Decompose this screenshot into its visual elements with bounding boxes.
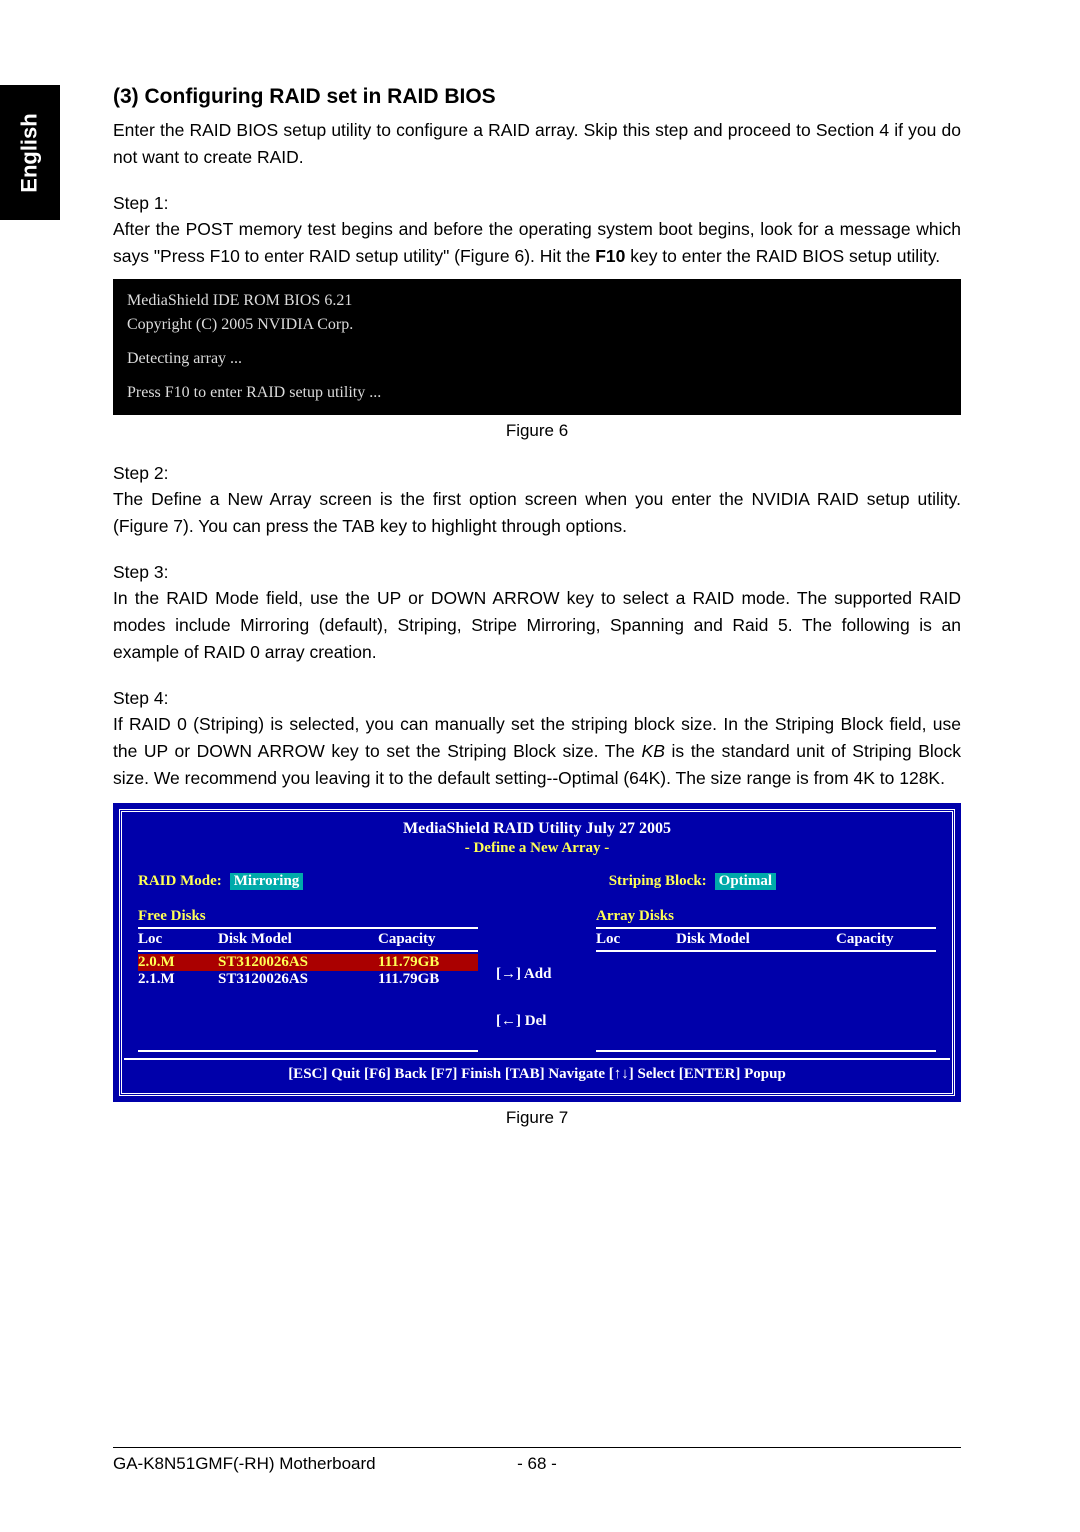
step1-text: After the POST memory test begins and be… [113, 216, 961, 270]
col-model: Disk Model [218, 931, 378, 948]
step4-label: Step 4: [113, 688, 961, 709]
bios-line: Press F10 to enter RAID setup utility ..… [127, 381, 947, 405]
striping-block-value: Optimal [715, 873, 776, 890]
add-del-actions: [→] Add [←] Del [478, 908, 596, 1052]
raid-mode-label: RAID Mode: [138, 873, 222, 890]
raid-subtitle: - Define a New Array - [124, 840, 950, 863]
figure6-caption: Figure 6 [113, 421, 961, 441]
array-disks-title: Array Disks [596, 908, 936, 925]
page-footer: GA-K8N51GMF(-RH) Motherboard - 68 - [113, 1447, 961, 1474]
raid-utility-screen: MediaShield RAID Utility July 27 2005 - … [113, 803, 961, 1102]
free-disks-title: Free Disks [138, 908, 478, 925]
footer-page-number: - 68 - [497, 1454, 577, 1474]
step4-text: If RAID 0 (Striping) is selected, you ca… [113, 711, 961, 792]
step1-text-b: key to enter the RAID BIOS setup utility… [625, 246, 940, 266]
array-disks-panel: Array Disks Loc Disk Model Capacity [596, 908, 936, 1052]
col-cap: Capacity [836, 931, 936, 948]
figure7-caption: Figure 7 [113, 1108, 961, 1128]
col-loc: Loc [596, 931, 676, 948]
step3-label: Step 3: [113, 562, 961, 583]
raid-mode-field[interactable]: RAID Mode: Mirroring [138, 873, 303, 890]
raid-mode-value: Mirroring [230, 873, 304, 890]
raid-footer-keys: [ESC] Quit [F6] Back [F7] Finish [TAB] N… [124, 1058, 950, 1091]
step2-label: Step 2: [113, 463, 961, 484]
bios-line: MediaShield IDE ROM BIOS 6.21 [127, 289, 947, 313]
section-intro: Enter the RAID BIOS setup utility to con… [113, 117, 961, 171]
section-title: (3) Configuring RAID set in RAID BIOS [113, 85, 961, 109]
bios-line: Detecting array ... [127, 347, 947, 371]
language-tab-label: English [17, 113, 43, 192]
add-action[interactable]: [→] Add [496, 966, 596, 983]
page-content: (3) Configuring RAID set in RAID BIOS En… [113, 85, 961, 1128]
step2-text: The Define a New Array screen is the fir… [113, 486, 961, 540]
striping-block-label: Striping Block: [609, 873, 707, 890]
disk-row[interactable]: 2.1.MST3120026AS111.79GB [138, 971, 478, 988]
disk-row[interactable]: 2.0.MST3120026AS111.79GB [138, 954, 478, 971]
free-disks-panel: Free Disks Loc Disk Model Capacity 2.0.M… [138, 908, 478, 1052]
step1-key: F10 [595, 246, 625, 266]
striping-block-field[interactable]: Striping Block: Optimal [609, 873, 776, 890]
del-action[interactable]: [←] Del [496, 1013, 596, 1030]
col-model: Disk Model [676, 931, 836, 948]
col-cap: Capacity [378, 931, 478, 948]
col-loc: Loc [138, 931, 218, 948]
language-tab: English [0, 85, 60, 220]
step3-text: In the RAID Mode field, use the UP or DO… [113, 585, 961, 666]
bios-line: Copyright (C) 2005 NVIDIA Corp. [127, 313, 947, 337]
footer-left: GA-K8N51GMF(-RH) Motherboard [113, 1454, 497, 1474]
step4-italic: KB [642, 741, 665, 761]
bios-screen-fig6: MediaShield IDE ROM BIOS 6.21 Copyright … [113, 279, 961, 415]
raid-title: MediaShield RAID Utility July 27 2005 [124, 814, 950, 840]
step1-label: Step 1: [113, 193, 961, 214]
